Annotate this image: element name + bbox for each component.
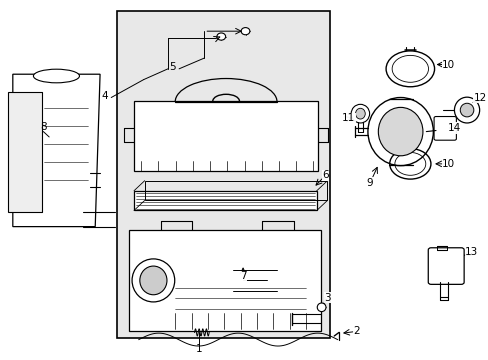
Text: 13: 13 [464,247,478,257]
Text: 11: 11 [342,113,355,123]
Text: 10: 10 [441,59,454,69]
Ellipse shape [241,28,249,35]
Ellipse shape [140,266,166,295]
Polygon shape [134,101,318,171]
Text: 4: 4 [102,91,108,101]
Ellipse shape [367,98,432,166]
Text: 3: 3 [324,293,330,303]
Text: 14: 14 [447,123,460,133]
Text: 2: 2 [353,326,360,336]
Ellipse shape [355,108,365,119]
Text: 12: 12 [473,93,486,103]
Ellipse shape [350,104,369,123]
Text: 5: 5 [169,62,176,72]
Polygon shape [13,74,100,226]
Ellipse shape [132,259,174,302]
Text: 10: 10 [441,159,454,169]
Text: 7: 7 [239,271,246,281]
Ellipse shape [453,97,479,123]
Ellipse shape [459,103,473,117]
Ellipse shape [33,69,80,83]
Polygon shape [129,230,320,330]
FancyBboxPatch shape [427,248,463,284]
Ellipse shape [317,303,325,312]
Text: 9: 9 [366,178,373,188]
Polygon shape [134,191,316,211]
Ellipse shape [217,33,225,40]
FancyBboxPatch shape [433,117,455,140]
Bar [117,12,330,338]
Text: 6: 6 [322,170,328,180]
Text: 1: 1 [196,344,203,354]
Ellipse shape [378,107,422,156]
Polygon shape [8,92,42,212]
Text: 8: 8 [40,122,46,132]
